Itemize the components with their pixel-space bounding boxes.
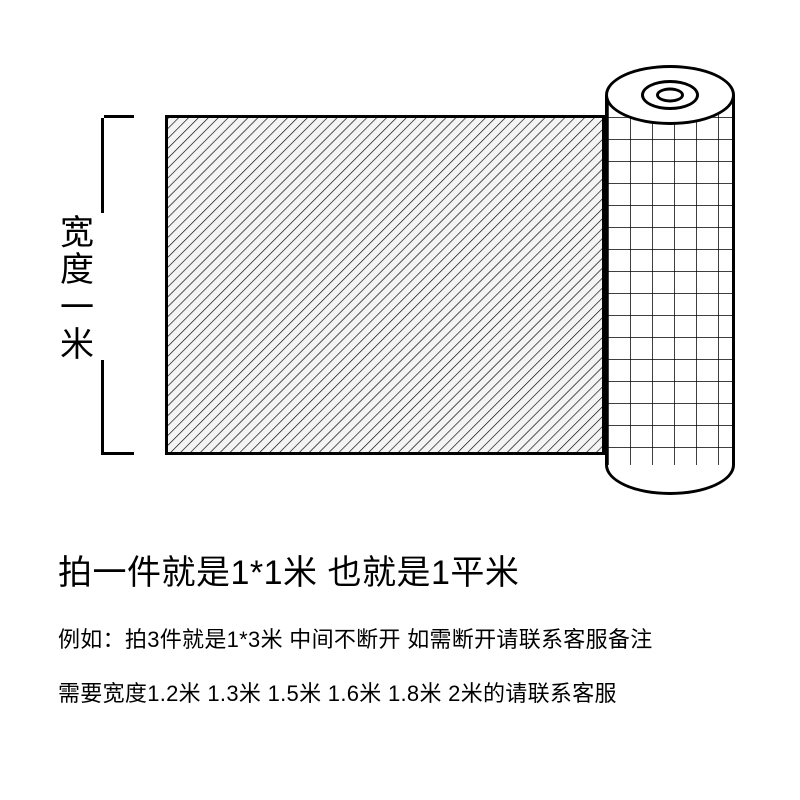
grid-pattern — [608, 435, 732, 465]
width-label-char: 米 — [60, 327, 140, 364]
hatch-pattern — [168, 118, 602, 452]
width-label-char: 一 — [60, 290, 140, 327]
roll-body — [605, 95, 735, 465]
roll-top-ellipse — [605, 65, 735, 125]
description-text: 拍一件就是1*1米 也就是1平米 例如：拍3件就是1*3米 中间不断开 如需断开… — [58, 545, 748, 730]
headline: 拍一件就是1*1米 也就是1平米 — [58, 545, 748, 594]
roll-core-hole — [656, 88, 684, 103]
roll-bottom-mask — [608, 435, 732, 465]
width-label-char: 度 — [60, 252, 140, 289]
widths-line: 需要宽度1.2米 1.3米 1.5米 1.6米 1.8米 2米的请联系客服 — [58, 676, 748, 708]
mesh-roll — [605, 65, 735, 495]
mesh-sheet — [165, 115, 605, 455]
width-label: 宽 度 一 米 — [60, 215, 140, 365]
width-label-char: 宽 — [60, 215, 140, 252]
grid-pattern — [608, 95, 732, 465]
width-dimension-bracket: 宽 度 一 米 — [60, 115, 155, 455]
bracket-bottom — [104, 452, 134, 455]
diagram: 宽 度 一 米 — [60, 115, 740, 495]
bracket-top — [104, 115, 134, 118]
example-line: 例如：拍3件就是1*3米 中间不断开 如需断开请联系客服备注 — [58, 622, 748, 654]
